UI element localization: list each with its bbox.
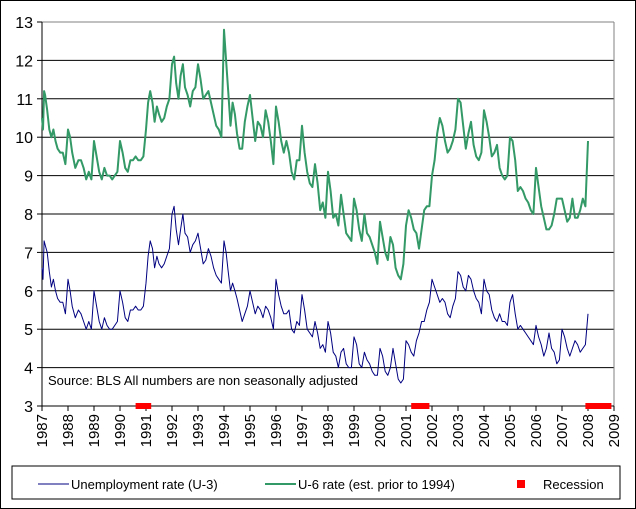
legend: Unemployment rate (U-3) U-6 rate (est. pr… bbox=[11, 465, 621, 500]
x-tick-label: 2009 bbox=[606, 414, 623, 447]
x-tick-label: 1999 bbox=[346, 414, 363, 447]
x-tick-label: 1989 bbox=[86, 414, 103, 447]
x-tick-label: 1995 bbox=[242, 414, 259, 447]
x-axis-ticks: 1987 1988 1989 1990 1991 1992 1993 1994 1995 1996… bbox=[34, 406, 623, 447]
legend-label-recession: Recession bbox=[543, 477, 604, 492]
recession-bars bbox=[135, 403, 612, 409]
y-tick-label: 6 bbox=[24, 284, 33, 301]
recession-bar bbox=[411, 403, 430, 409]
x-tick-label: 2002 bbox=[424, 414, 441, 447]
recession-bar bbox=[135, 403, 152, 409]
x-tick-label: 1991 bbox=[138, 414, 155, 447]
source-annotation: Source: BLS All numbers are non seasonal… bbox=[48, 373, 358, 388]
y-tick-label: 10 bbox=[15, 130, 33, 147]
x-tick-label: 2005 bbox=[502, 414, 519, 447]
x-tick-label: 1997 bbox=[294, 414, 311, 447]
x-tick-label: 1996 bbox=[268, 414, 285, 447]
x-tick-label: 1992 bbox=[164, 414, 181, 447]
x-tick-label: 1998 bbox=[320, 414, 337, 447]
y-tick-label: 11 bbox=[16, 92, 33, 109]
y-axis-ticks: 3 4 5 6 7 8 9 10 11 12 13 bbox=[15, 15, 42, 416]
x-tick-label: 1987 bbox=[34, 414, 51, 447]
x-tick-label: 1990 bbox=[112, 414, 129, 447]
series-line-u6 bbox=[41, 28, 589, 281]
legend-label-u3: Unemployment rate (U-3) bbox=[71, 477, 218, 492]
x-tick-label: 2004 bbox=[476, 414, 493, 447]
y-tick-label: 8 bbox=[24, 207, 33, 224]
x-tick-label: 2003 bbox=[450, 414, 467, 447]
series-lines bbox=[41, 28, 589, 384]
y-tick-label: 9 bbox=[24, 169, 33, 186]
gridlines bbox=[42, 21, 614, 369]
legend-swatch-recession bbox=[517, 480, 525, 488]
recession-bar bbox=[585, 403, 612, 409]
x-tick-label: 2006 bbox=[528, 414, 545, 447]
x-tick-label: 1988 bbox=[60, 414, 77, 447]
x-tick-label: 2007 bbox=[554, 414, 571, 447]
y-tick-label: 3 bbox=[24, 399, 33, 416]
x-tick-label: 1994 bbox=[216, 414, 233, 447]
y-tick-label: 5 bbox=[24, 322, 33, 339]
legend-label-u6: U-6 rate (est. prior to 1994) bbox=[298, 477, 455, 492]
y-tick-label: 7 bbox=[24, 245, 33, 262]
x-tick-label: 2000 bbox=[372, 414, 389, 447]
x-tick-label: 2008 bbox=[580, 414, 597, 447]
x-tick-label: 1993 bbox=[190, 414, 207, 447]
x-tick-label: 2001 bbox=[398, 414, 415, 447]
series-line-u3 bbox=[41, 205, 589, 384]
y-tick-label: 13 bbox=[15, 15, 33, 32]
y-tick-label: 4 bbox=[24, 361, 33, 378]
y-tick-label: 12 bbox=[15, 53, 33, 70]
